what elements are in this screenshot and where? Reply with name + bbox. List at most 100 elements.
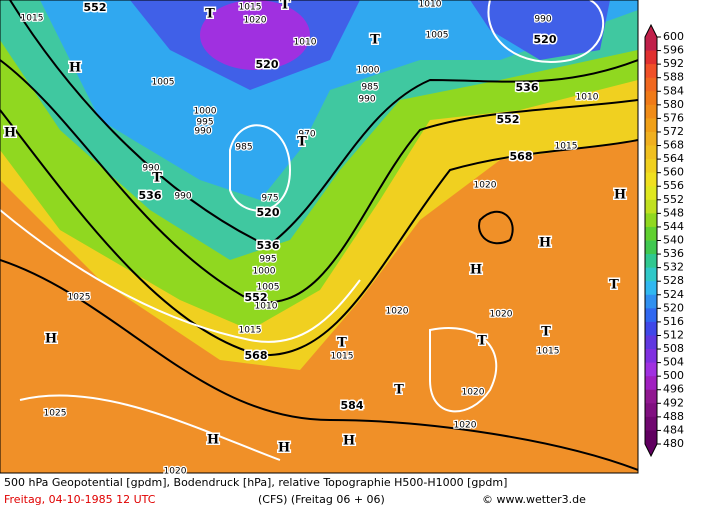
pressure-label: 1010 xyxy=(255,302,278,312)
pressure-label: 1015 xyxy=(239,3,262,13)
pressure-label: 1015 xyxy=(331,352,354,362)
colorbar-band xyxy=(645,335,657,350)
colorbar-tick-label: 532 xyxy=(663,261,684,274)
pressure-label: 990 xyxy=(194,127,211,137)
geopotential-label: 536 xyxy=(516,81,539,94)
pressure-label: 995 xyxy=(259,255,276,265)
pressure-label: 970 xyxy=(298,130,315,140)
geopotential-label: 568 xyxy=(245,349,268,362)
pressure-label: 1025 xyxy=(68,293,91,303)
pressure-center-label: T xyxy=(337,336,347,351)
colorbar-band xyxy=(645,376,657,391)
pressure-label: 1020 xyxy=(454,421,477,431)
colorbar-band xyxy=(645,281,657,296)
colorbar-tick-label: 500 xyxy=(663,369,684,382)
colorbar-tick-label: 520 xyxy=(663,301,684,314)
pressure-label: 1020 xyxy=(490,310,513,320)
pressure-label: 1010 xyxy=(576,93,599,103)
pressure-label: 1010 xyxy=(294,38,317,48)
pressure-center-label: H xyxy=(69,61,81,76)
pressure-label: 990 xyxy=(358,95,375,105)
pressure-label: 1000 xyxy=(357,66,380,76)
colorbar-band xyxy=(645,64,657,79)
pressure-center-label: T xyxy=(152,171,162,186)
colorbar-band xyxy=(645,91,657,106)
pressure-label: 990 xyxy=(174,192,191,202)
geopotential-label: 536 xyxy=(139,189,162,202)
colorbar-tick-label: 580 xyxy=(663,98,684,111)
pressure-label: 995 xyxy=(196,118,213,128)
pressure-label: 1020 xyxy=(164,467,187,477)
colorbar-tick-label: 504 xyxy=(663,356,684,369)
colorbar-tick-label: 496 xyxy=(663,383,684,396)
colorbar-tick-label: 508 xyxy=(663,342,684,355)
geopotential-label: 552 xyxy=(245,291,268,304)
pressure-label: 990 xyxy=(142,164,159,174)
pressure-label: 1015 xyxy=(21,14,44,24)
colorbar-tick-label: 584 xyxy=(663,84,684,97)
colorbar-arrow xyxy=(645,444,657,456)
colorbar-band xyxy=(645,104,657,119)
colorbar-tick-label: 544 xyxy=(663,220,684,233)
pressure-center-label: T xyxy=(477,334,487,349)
colorbar-band xyxy=(645,349,657,364)
pressure-center-label: H xyxy=(539,236,551,251)
pressure-contours xyxy=(0,0,604,461)
pressure-center-label: T xyxy=(541,325,551,340)
geopotential-label: 552 xyxy=(497,113,520,126)
colorbar-band xyxy=(645,321,657,336)
colorbar-tick-label: 596 xyxy=(663,44,684,57)
footer-copyright: © www.wetter3.de xyxy=(482,493,586,506)
geopotential-label: 520 xyxy=(534,33,557,46)
colorbar-tick-label: 568 xyxy=(663,139,684,152)
pressure-center-label: H xyxy=(4,126,16,141)
pressure-center-label: T xyxy=(370,33,380,48)
colorbar-band xyxy=(645,145,657,160)
pressure-label: 1020 xyxy=(462,388,485,398)
colorbar-tick-label: 552 xyxy=(663,193,684,206)
pressure-label: 1015 xyxy=(555,142,578,152)
pressure-center-label: T xyxy=(205,7,215,22)
pressure-label: 990 xyxy=(534,15,551,25)
pressure-label: 1015 xyxy=(239,326,262,336)
geopotential-contours xyxy=(0,0,638,471)
colorbar-tick-label: 548 xyxy=(663,206,684,219)
pressure-label: 1005 xyxy=(426,31,449,41)
colorbar-tick-label: 524 xyxy=(663,288,684,301)
colorbar: 6005965925885845805765725685645605565525… xyxy=(644,23,684,458)
colorbar-band xyxy=(645,159,657,174)
colorbar-tick-label: 564 xyxy=(663,152,684,165)
colorbar-band xyxy=(645,294,657,309)
pressure-center-label: H xyxy=(278,441,290,456)
geopotential-label: 536 xyxy=(257,239,280,252)
pressure-label: 1020 xyxy=(474,181,497,191)
pressure-label: 1015 xyxy=(537,347,560,357)
colorbar-tick-label: 556 xyxy=(663,179,684,192)
pressure-label: 1000 xyxy=(253,267,276,277)
colorbar-band xyxy=(645,267,657,282)
map-frame xyxy=(0,0,639,474)
colorbar-tick-label: 588 xyxy=(663,71,684,84)
pressure-center-label: H xyxy=(45,332,57,347)
pressure-label: 1010 xyxy=(419,0,442,10)
colorbar-band xyxy=(645,186,657,201)
geopotential-label: 568 xyxy=(510,150,533,163)
pressure-center-label: H xyxy=(207,433,219,448)
region xyxy=(200,0,310,70)
colorbar-band xyxy=(645,131,657,147)
pressure-label: 985 xyxy=(361,83,378,93)
colorbar-band xyxy=(645,213,657,228)
colorbar-tick-label: 560 xyxy=(663,166,684,179)
geopotential-label: 584 xyxy=(341,399,364,412)
colorbar-band xyxy=(645,240,657,255)
footer-date: Freitag, 04-10-1985 12 UTC xyxy=(4,493,156,506)
pressure-label: 1025 xyxy=(44,409,67,419)
colorbar-tick-label: 480 xyxy=(663,437,684,450)
colorbar-band xyxy=(645,50,657,65)
colorbar-tick-label: 576 xyxy=(663,111,684,124)
colorbar-tick-label: 492 xyxy=(663,396,684,409)
pressure-label: 975 xyxy=(261,194,278,204)
geopotential-label: 520 xyxy=(256,58,279,71)
pressure-label: 1005 xyxy=(152,78,175,88)
